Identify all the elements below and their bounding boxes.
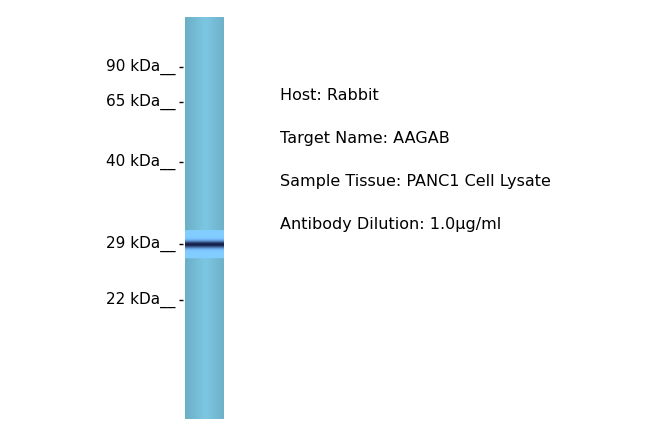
Text: Target Name: AAGAB: Target Name: AAGAB xyxy=(280,131,449,146)
Text: 40 kDa__: 40 kDa__ xyxy=(106,154,176,170)
Text: 90 kDa__: 90 kDa__ xyxy=(106,59,176,75)
Text: 65 kDa__: 65 kDa__ xyxy=(106,93,176,110)
Text: Antibody Dilution: 1.0µg/ml: Antibody Dilution: 1.0µg/ml xyxy=(280,217,500,232)
Text: Sample Tissue: PANC1 Cell Lysate: Sample Tissue: PANC1 Cell Lysate xyxy=(280,174,551,189)
Text: 22 kDa__: 22 kDa__ xyxy=(106,292,176,308)
Text: Host: Rabbit: Host: Rabbit xyxy=(280,88,378,102)
Text: 29 kDa__: 29 kDa__ xyxy=(106,236,176,252)
